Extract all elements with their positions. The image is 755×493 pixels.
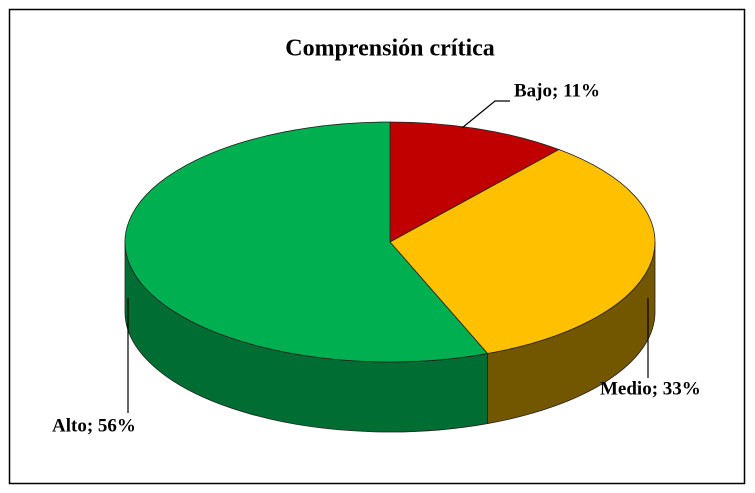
data-label: Medio; 33% [600, 378, 701, 399]
leader-lines [127, 100, 649, 413]
slice [389, 149, 656, 355]
data-label: Alto; 56% [52, 415, 136, 436]
slice [389, 121, 560, 243]
pie [124, 121, 656, 433]
data-label: Bajo; 11% [514, 80, 600, 101]
chart-title: Comprensión crítica [285, 36, 495, 62]
slice [124, 121, 489, 363]
leader-line [461, 100, 510, 129]
